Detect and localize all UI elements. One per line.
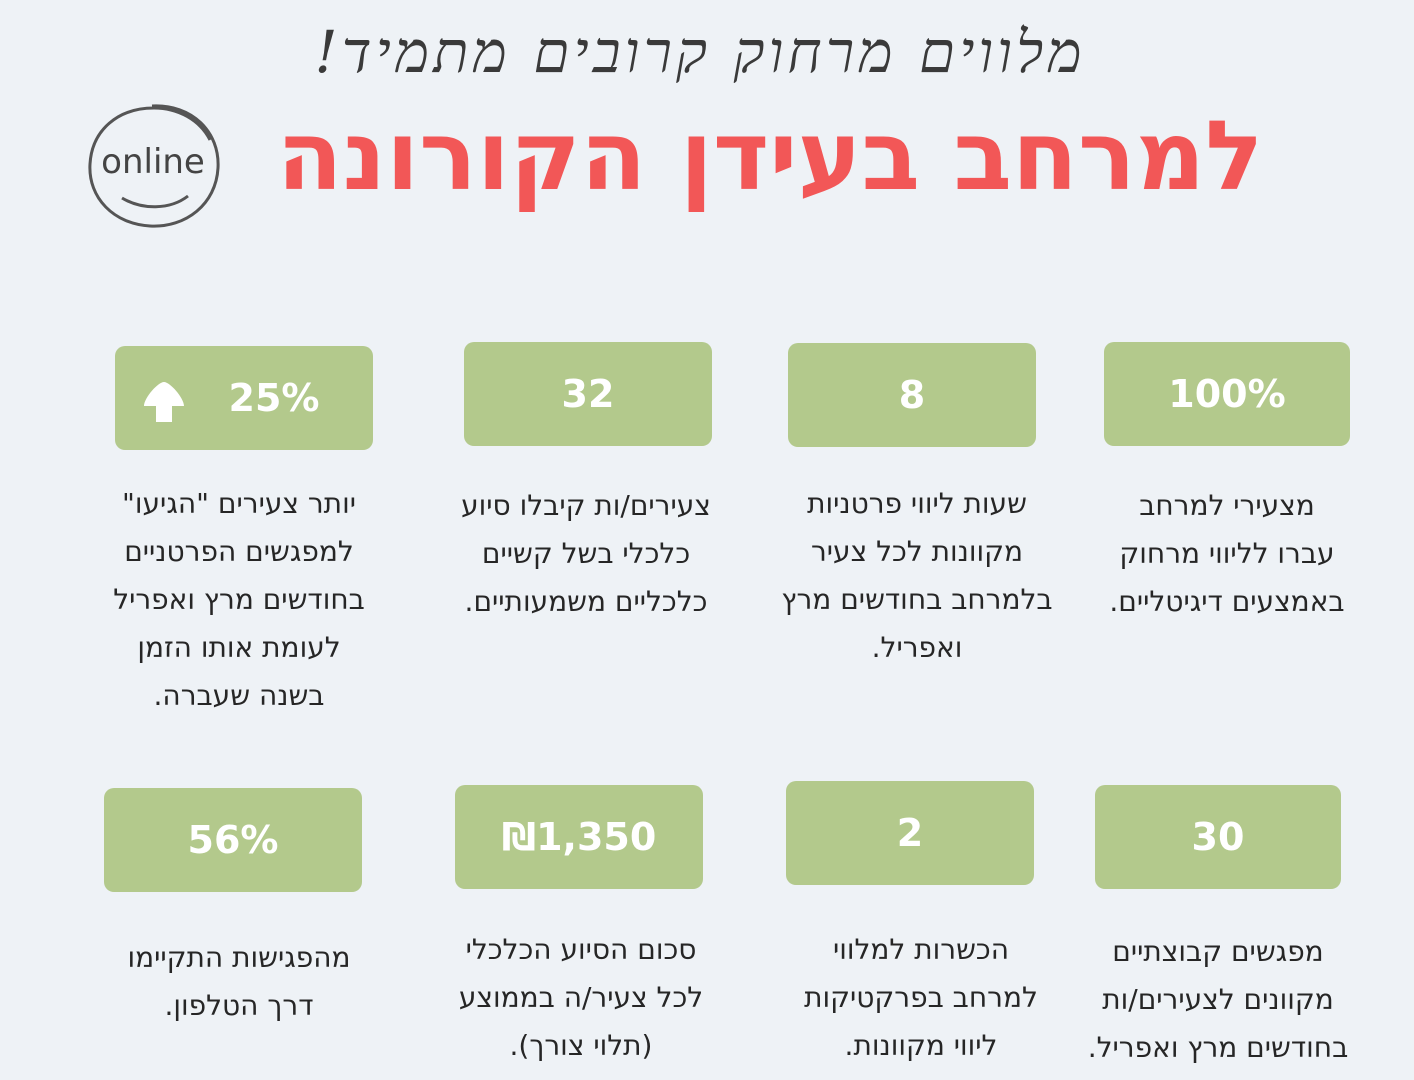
stat-box-hours: 8	[788, 343, 1036, 447]
stat-desc-phone-meetings: מהפגישות התקיימו דרך הטלפון.	[127, 941, 351, 1022]
online-label: online	[101, 142, 205, 182]
stat-desc-trainings: הכשרות למלווי למרחב בפרקטיקות ליווי מקוו…	[804, 933, 1038, 1062]
online-circle-icon	[88, 104, 220, 228]
stat-box-group-meetings: 30	[1095, 785, 1341, 889]
stat-desc-group-meetings: מפגשים קבוצתיים מקוונים לצעירים/ות בחודש…	[1087, 935, 1349, 1064]
stat-desc-attendance-increase: יותר צעירים "הגיעו" למפגשים הפרטניים בחו…	[113, 487, 365, 712]
stat-box-percent-digital: 100%	[1104, 342, 1350, 446]
stat-desc-hours: שעות ליווי פרטניות מקוונות לכל צעיר בלמר…	[781, 487, 1053, 664]
stat-box-financial-aid-count: 32	[464, 342, 712, 446]
online-badge: online	[82, 100, 224, 232]
stat-box-average-aid: ₪1,350	[455, 785, 703, 889]
page-title: למרחב בעידן הקורונה	[276, 100, 1264, 212]
stat-desc-average-aid: סכום הסיוע הכלכלי לכל צעיר/ה בממוצע (תלו…	[458, 933, 704, 1062]
stat-box-phone-meetings: 56%	[104, 788, 362, 892]
subtitle: מלווים מרחוק קרובים מתמיד!	[314, 18, 1086, 86]
stat-desc-financial-aid-count: צעירים/ות קיבלו סיוע כלכלי בשל קשיים כלכ…	[461, 489, 711, 618]
stat-desc-percent-digital: מצעירי למרחב עברו לליווי מרחוק באמצעים ד…	[1109, 489, 1345, 618]
stat-box-trainings: 2	[786, 781, 1034, 885]
up-arrow-icon	[144, 382, 184, 422]
